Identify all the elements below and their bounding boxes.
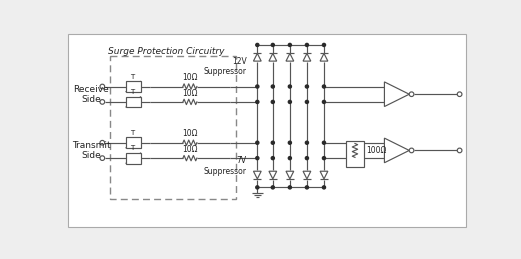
- Circle shape: [322, 44, 326, 46]
- Circle shape: [305, 100, 308, 103]
- Circle shape: [305, 85, 308, 88]
- Polygon shape: [286, 171, 294, 179]
- Circle shape: [100, 100, 105, 104]
- Text: Transmit
Side: Transmit Side: [72, 141, 111, 160]
- Circle shape: [100, 84, 105, 89]
- Circle shape: [288, 157, 291, 160]
- Circle shape: [322, 100, 326, 103]
- Bar: [126, 81, 141, 92]
- Circle shape: [256, 141, 259, 144]
- Bar: [110, 56, 235, 199]
- Polygon shape: [269, 53, 277, 61]
- Circle shape: [256, 157, 259, 160]
- Circle shape: [256, 44, 259, 46]
- Circle shape: [305, 141, 308, 144]
- Text: T: T: [130, 74, 134, 80]
- Circle shape: [305, 186, 308, 189]
- Circle shape: [288, 141, 291, 144]
- Text: T: T: [130, 130, 134, 136]
- Circle shape: [271, 186, 275, 189]
- Text: 10Ω: 10Ω: [182, 130, 197, 139]
- Circle shape: [305, 44, 308, 46]
- Text: 10Ω: 10Ω: [182, 73, 197, 82]
- Polygon shape: [286, 53, 294, 61]
- Bar: [126, 97, 141, 107]
- Circle shape: [322, 141, 326, 144]
- Polygon shape: [253, 171, 261, 179]
- Circle shape: [322, 157, 326, 160]
- Circle shape: [305, 157, 308, 160]
- Circle shape: [100, 140, 105, 145]
- Circle shape: [457, 92, 462, 97]
- Text: T: T: [130, 145, 134, 151]
- Bar: [126, 137, 141, 148]
- Polygon shape: [320, 171, 328, 179]
- Polygon shape: [384, 82, 409, 106]
- Polygon shape: [320, 53, 328, 61]
- Bar: [126, 153, 141, 163]
- Polygon shape: [303, 53, 311, 61]
- Circle shape: [271, 100, 275, 103]
- Text: Surge Protection Circuitry: Surge Protection Circuitry: [108, 47, 224, 56]
- Circle shape: [409, 148, 414, 153]
- Circle shape: [271, 44, 275, 46]
- Circle shape: [288, 44, 291, 46]
- Text: 7V
Suppressor: 7V Suppressor: [204, 156, 246, 176]
- Text: Receive
Side: Receive Side: [73, 84, 109, 104]
- Text: T: T: [130, 89, 134, 95]
- Circle shape: [256, 85, 259, 88]
- Circle shape: [256, 100, 259, 103]
- Circle shape: [409, 92, 414, 97]
- Circle shape: [288, 85, 291, 88]
- Polygon shape: [303, 171, 311, 179]
- Circle shape: [256, 186, 259, 189]
- Bar: [345, 141, 364, 167]
- Text: 10Ω: 10Ω: [182, 145, 197, 154]
- Circle shape: [322, 85, 326, 88]
- Text: 10Ω: 10Ω: [182, 89, 197, 98]
- Circle shape: [271, 157, 275, 160]
- Text: 100Ω: 100Ω: [367, 146, 387, 155]
- Circle shape: [457, 148, 462, 153]
- Polygon shape: [384, 138, 409, 163]
- Circle shape: [288, 100, 291, 103]
- Circle shape: [322, 186, 326, 189]
- Circle shape: [288, 186, 291, 189]
- Polygon shape: [253, 53, 261, 61]
- Text: 12V
Suppressor: 12V Suppressor: [204, 57, 246, 76]
- Circle shape: [100, 156, 105, 160]
- Circle shape: [271, 141, 275, 144]
- Polygon shape: [269, 171, 277, 179]
- Circle shape: [271, 85, 275, 88]
